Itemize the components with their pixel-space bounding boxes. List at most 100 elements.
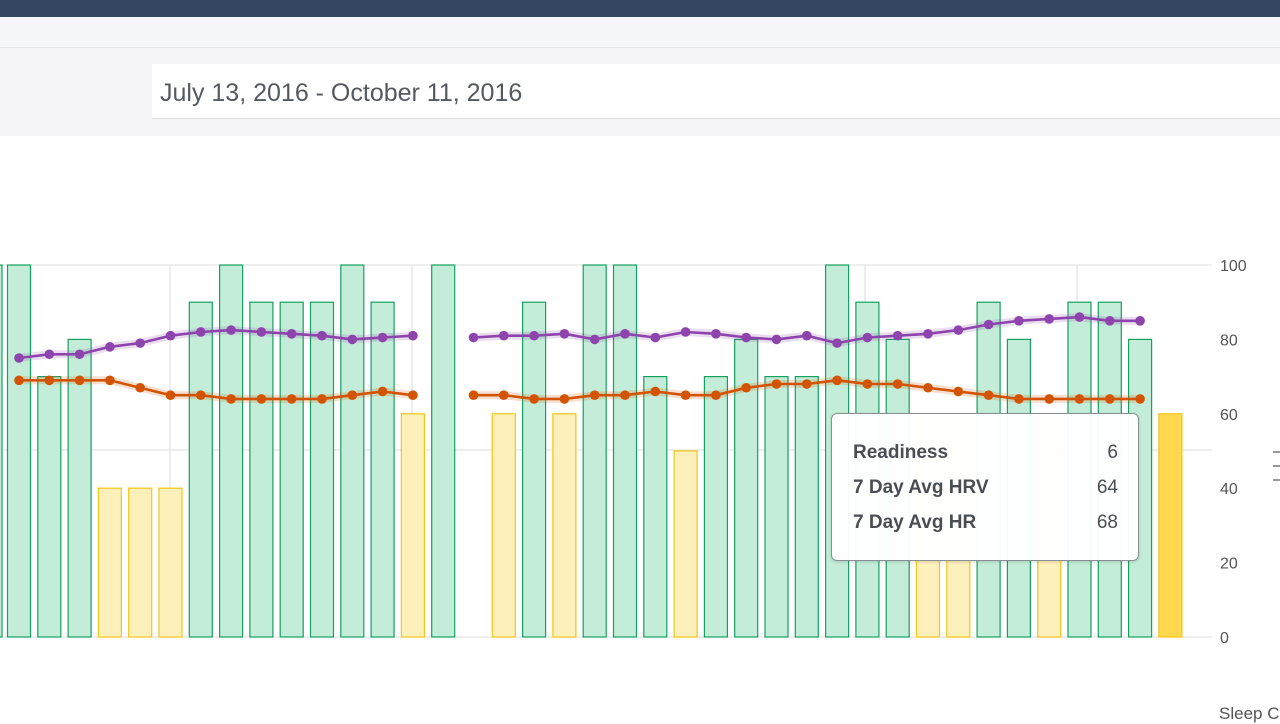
readiness-bar — [764, 376, 789, 638]
readiness-bar — [309, 301, 335, 638]
hr-point — [408, 390, 418, 401]
hr-point — [680, 390, 691, 401]
hrv-point — [165, 330, 176, 341]
readiness-bar — [400, 413, 425, 638]
hrv-point — [802, 330, 812, 341]
hr-point — [196, 390, 206, 401]
hr-point — [105, 375, 115, 386]
readiness-bar — [612, 264, 638, 638]
readiness-bar — [794, 376, 819, 638]
hr-point — [650, 386, 661, 397]
hrv-point — [1074, 312, 1085, 322]
readiness-bar — [37, 376, 62, 638]
hrv-point — [589, 334, 600, 345]
hrv-point — [74, 349, 85, 360]
tooltip-label: 7 Day Avg HRV — [853, 477, 989, 498]
readiness-bar — [6, 264, 32, 638]
hr-point — [983, 390, 994, 401]
readiness-bar — [1158, 413, 1183, 638]
hr-point — [286, 394, 297, 404]
hr-point — [165, 390, 176, 401]
hrv-point — [105, 342, 115, 352]
readiness-bar — [0, 264, 3, 638]
hr-point — [347, 390, 358, 401]
hrv-point — [529, 330, 539, 341]
hr-point — [892, 379, 903, 389]
hrv-point — [1044, 314, 1054, 324]
hr-point — [44, 375, 55, 386]
readiness-bar — [703, 376, 729, 638]
hrv-point — [468, 332, 479, 343]
hrv-point — [286, 329, 297, 339]
readiness-bar — [552, 413, 577, 638]
hrv-point — [620, 329, 630, 339]
hrv-line — [18, 328, 413, 360]
hrv-point — [317, 330, 327, 341]
hrv-point — [953, 325, 964, 335]
hrv-point — [377, 332, 388, 343]
hrv-point — [650, 332, 661, 343]
hr-point — [589, 390, 600, 401]
tooltip-value: 6 — [1107, 442, 1118, 463]
hr-point — [559, 394, 570, 404]
hr-point — [1135, 394, 1145, 404]
hr-point — [771, 379, 782, 389]
y-axis-tick-label: 40 — [1220, 481, 1238, 498]
tooltip-label: 7 Day Avg HR — [853, 512, 977, 533]
hr-point — [1044, 394, 1054, 404]
tooltip-row-hr: 7 Day Avg HR 68 — [853, 512, 1118, 538]
readiness-bar — [643, 376, 668, 638]
hr-point — [468, 390, 479, 401]
tooltip-row-readiness: Readiness 6 — [853, 442, 1118, 468]
bottom-chart-label: Sleep C — [1219, 704, 1280, 723]
readiness-bar — [673, 450, 698, 638]
hr-point — [1014, 394, 1024, 404]
hrv-point — [44, 349, 55, 360]
hrv-point — [923, 329, 933, 339]
hrv-point — [499, 330, 509, 341]
hr-point — [832, 375, 842, 386]
hrv-point — [347, 334, 358, 345]
hrv-point — [1135, 316, 1145, 326]
readiness-bar — [128, 487, 153, 638]
top-navigation-bar — [0, 0, 1280, 17]
hr-point — [1105, 394, 1115, 404]
hr-point — [256, 394, 267, 404]
hrv-point — [226, 325, 236, 335]
hrv-point — [711, 329, 721, 339]
readiness-bar — [582, 264, 607, 638]
hrv-point — [832, 338, 842, 348]
hrv-point — [135, 338, 145, 348]
hrv-point — [892, 330, 903, 341]
tooltip-row-hrv: 7 Day Avg HRV 64 — [853, 477, 1118, 503]
y-axis-tick-label: 0 — [1220, 630, 1229, 647]
hrv-point — [741, 332, 751, 343]
hr-point — [135, 382, 145, 393]
hrv-point — [1105, 316, 1115, 326]
readiness-bar — [249, 301, 274, 638]
hr-point — [74, 375, 85, 386]
hr-line — [19, 379, 414, 401]
readiness-bar — [158, 487, 183, 638]
hrv-point — [408, 330, 418, 341]
hr-point — [499, 390, 509, 401]
hr-point — [14, 375, 24, 386]
hr-point — [529, 394, 539, 404]
hrv-point — [771, 334, 782, 345]
readiness-bar — [219, 264, 244, 638]
hrv-point — [256, 327, 267, 337]
hrv-point — [680, 327, 691, 337]
hrv-point — [983, 319, 994, 330]
date-range-field[interactable]: July 13, 2016 - October 11, 2016 — [152, 64, 1280, 119]
readiness-bar — [431, 264, 456, 638]
hr-point — [317, 394, 327, 404]
hrv-point — [14, 353, 24, 363]
readiness-bar — [521, 301, 547, 638]
chart-tooltip: Readiness 6 7 Day Avg HRV 64 7 Day Avg H… — [831, 413, 1139, 561]
hr-point — [711, 390, 721, 401]
hr-point — [620, 390, 630, 401]
hrv-point — [559, 329, 570, 339]
hrv-point — [196, 327, 206, 337]
readiness-bar — [370, 301, 395, 638]
readiness-bar — [97, 487, 123, 638]
